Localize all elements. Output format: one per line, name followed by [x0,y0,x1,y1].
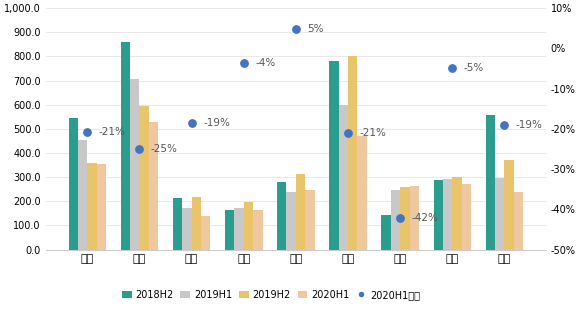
Bar [400,187,409,249]
Bar [182,208,191,249]
Bar [139,106,149,249]
Text: -5%: -5% [464,63,484,73]
Bar [234,208,244,249]
Bar [201,216,211,249]
Bar [296,173,305,249]
Text: 5%: 5% [307,24,324,34]
Bar [409,186,419,249]
Bar [191,197,201,249]
Bar [97,164,106,249]
Legend: 2018H2, 2019H1, 2019H2, 2020H1, 2020H1同比: 2018H2, 2019H1, 2019H2, 2020H1, 2020H1同比 [118,286,424,304]
Bar [130,79,139,249]
Point [291,27,300,32]
Bar [78,140,87,249]
Text: -25%: -25% [151,145,178,155]
Point [239,60,248,66]
Bar [87,163,97,249]
Point [135,147,144,152]
Bar [462,184,471,249]
Bar [485,115,495,249]
Bar [287,192,296,249]
Bar [452,177,462,249]
Text: -42%: -42% [412,213,438,223]
Point [82,129,92,135]
Bar [121,42,130,249]
Bar [505,160,514,249]
Bar [68,118,78,249]
Bar [391,190,400,249]
Bar [495,178,505,249]
Text: -4%: -4% [255,58,276,68]
Text: -19%: -19% [203,118,230,128]
Point [500,123,509,128]
Bar [305,190,314,249]
Point [396,215,405,221]
Point [343,130,353,136]
Text: -21%: -21% [360,128,386,138]
Bar [357,136,367,249]
Bar [339,105,348,249]
Bar [173,198,182,249]
Bar [348,56,357,249]
Bar [443,179,452,249]
Bar [433,179,443,249]
Bar [277,182,287,249]
Text: -21%: -21% [99,127,126,137]
Bar [244,202,253,249]
Text: -19%: -19% [516,120,543,130]
Bar [382,215,391,249]
Bar [329,61,339,249]
Bar [149,122,158,249]
Point [448,65,457,71]
Bar [253,210,263,249]
Bar [514,192,523,249]
Point [187,121,196,126]
Bar [225,210,234,249]
